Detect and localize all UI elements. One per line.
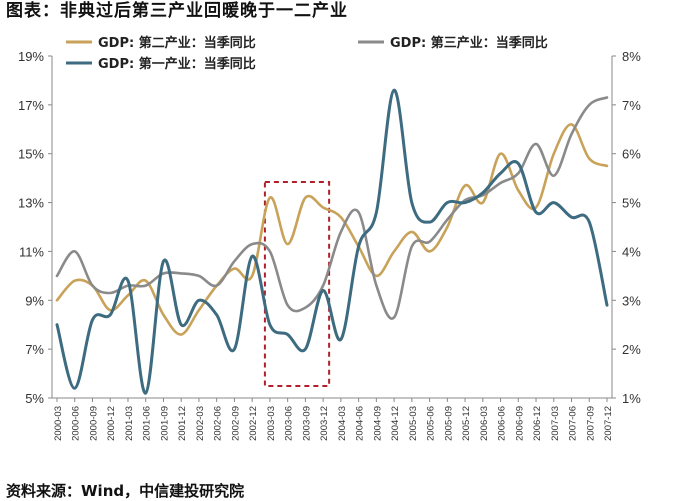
x-tick-label: 2000-09 xyxy=(88,406,99,441)
x-tick-label: 2004-06 xyxy=(355,406,366,441)
x-tick-label: 2000-12 xyxy=(106,406,117,441)
legend-label: GDP: 第三产业：当季同比 xyxy=(390,35,548,51)
x-tick-label: 2005-09 xyxy=(443,406,454,441)
x-tick-label: 2000-06 xyxy=(71,406,82,441)
right-tick-label: 1% xyxy=(622,391,641,406)
x-tick-label: 2003-03 xyxy=(266,406,277,441)
x-tick-label: 2007-06 xyxy=(568,406,579,441)
x-tick-label: 2001-06 xyxy=(142,406,153,441)
x-tick-label: 2006-03 xyxy=(479,406,490,441)
chart-axes: 19% 17% 15% 13% 11% 9% 7% 5% 8% 7% 6% 5% 4% 3% 2% 1% 200… xyxy=(18,49,641,441)
tertiary-industry-line xyxy=(55,96,609,320)
right-tick-label: 4% xyxy=(622,244,641,259)
x-tick-label: 2003-09 xyxy=(301,406,312,441)
secondary-industry-line xyxy=(55,123,609,336)
x-tick-label: 2004-12 xyxy=(390,406,401,441)
chart-legend: GDP: 第二产业：当季同比 GDP: 第三产业：当季同比 GDP: 第一产业：当季… xyxy=(66,35,548,72)
right-tick-label: 2% xyxy=(622,342,641,357)
right-tick-label: 3% xyxy=(622,293,641,308)
x-tick-label: 2000-03 xyxy=(53,406,64,441)
left-tick-label: 11% xyxy=(19,244,44,259)
x-tick-label: 2002-12 xyxy=(248,406,259,441)
figure-title: 图表：非典过后第三产业回暖晚于一二产业 xyxy=(6,1,348,21)
left-tick-label: 17% xyxy=(18,98,44,113)
x-tick-label: 2001-09 xyxy=(159,406,170,441)
x-tick-label: 2006-09 xyxy=(514,406,525,441)
highlight-box xyxy=(263,181,331,387)
right-tick-label: 5% xyxy=(622,196,641,211)
left-tick-label: 19% xyxy=(18,49,44,64)
legend-label: GDP: 第一产业：当季同比 xyxy=(98,56,256,72)
left-tick-label: 15% xyxy=(18,147,44,162)
legend-label: GDP: 第二产业：当季同比 xyxy=(98,35,256,51)
left-tick-label: 13% xyxy=(18,196,44,211)
left-tick-label: 9% xyxy=(25,293,44,308)
right-tick-label: 6% xyxy=(622,147,641,162)
right-tick-label: 8% xyxy=(622,49,641,64)
primary-industry-line xyxy=(55,88,609,395)
x-tick-label: 2005-06 xyxy=(426,406,437,441)
x-tick-label: 2002-06 xyxy=(213,406,224,441)
x-tick-label: 2003-06 xyxy=(284,406,295,441)
x-tick-label: 2003-12 xyxy=(319,406,330,441)
x-tick-label: 2002-09 xyxy=(230,406,241,441)
x-tick-label: 2001-12 xyxy=(177,406,188,441)
x-tick-label: 2002-03 xyxy=(195,406,206,441)
left-tick-label: 5% xyxy=(25,391,44,406)
figure-source: 资料来源：Wind，中信建投研究院 xyxy=(6,482,245,500)
x-tick-label: 2007-03 xyxy=(550,406,561,441)
chart-series-lines xyxy=(55,88,609,395)
x-tick-label: 2005-03 xyxy=(408,406,419,441)
x-tick-label: 2001-03 xyxy=(124,406,135,441)
x-tick-label: 2005-12 xyxy=(461,406,472,441)
x-tick-label: 2007-09 xyxy=(585,406,596,441)
x-tick-label: 2007-12 xyxy=(603,406,614,441)
right-tick-label: 7% xyxy=(622,98,641,113)
left-tick-label: 7% xyxy=(25,342,44,357)
x-tick-label: 2006-12 xyxy=(532,406,543,441)
x-tick-label: 2004-03 xyxy=(337,406,348,441)
x-tick-label: 2004-09 xyxy=(372,406,383,441)
x-tick-label: 2006-06 xyxy=(497,406,508,441)
